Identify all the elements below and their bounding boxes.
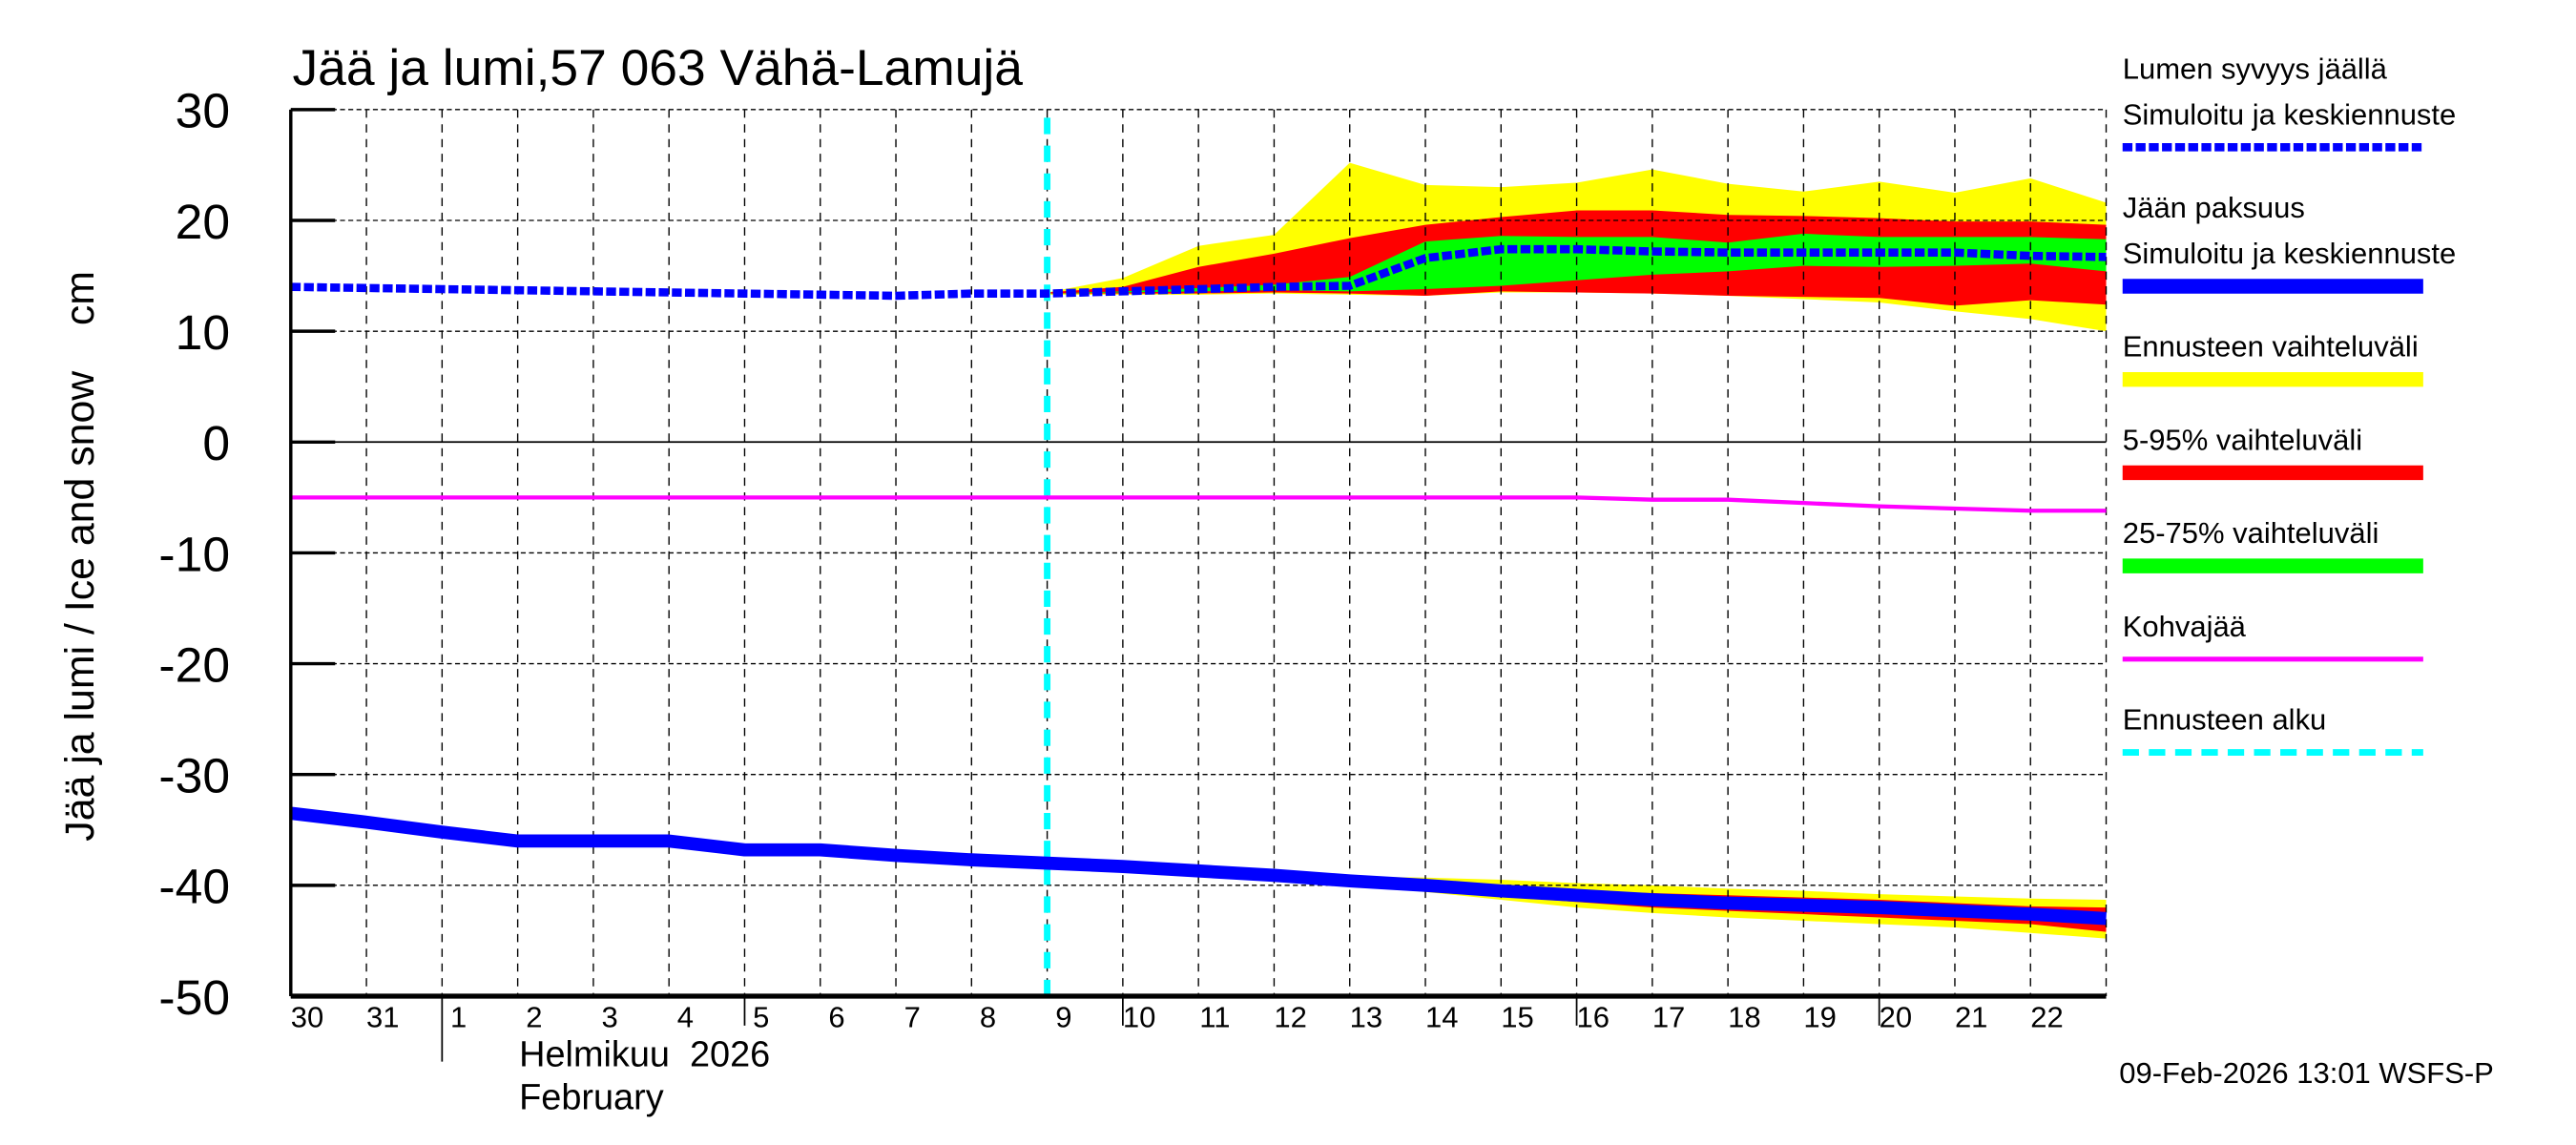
month-label-fi: Helmikuu 2026 <box>519 1035 770 1075</box>
x-tick-label: 9 <box>1055 1001 1071 1034</box>
legend-label: 5-95% vaihteluväli <box>2123 423 2362 456</box>
x-tick-label: 17 <box>1652 1001 1685 1034</box>
legend-label-2: Simuloitu ja keskiennuste <box>2123 97 2457 131</box>
y-axis-label: Jää ja lumi / Ice and snow cm <box>57 271 103 842</box>
legend-label-2: Simuloitu ja keskiennuste <box>2123 237 2457 270</box>
snow-depth-line <box>290 244 2107 301</box>
legend-label: Kohvajää <box>2123 610 2247 643</box>
legend-label: Lumen syvyys jäällä <box>2123 52 2388 85</box>
slush-ice-line <box>290 495 2107 513</box>
legend-label: Ennusteen vaihteluväli <box>2123 330 2419 364</box>
x-tick-label: 13 <box>1350 1001 1382 1034</box>
x-tick-label: 15 <box>1501 1001 1533 1034</box>
x-tick-label: 10 <box>1123 1001 1155 1034</box>
legend-label: Jään paksuus <box>2123 191 2305 224</box>
x-tick-label: 8 <box>980 1001 996 1034</box>
legend-label: Ennusteen alku <box>2123 703 2327 737</box>
x-tick-label: 20 <box>1880 1001 1912 1034</box>
grid <box>290 109 2108 996</box>
x-tick-label: 6 <box>828 1001 844 1034</box>
y-tick-label: -50 <box>158 969 230 1025</box>
x-tick-label: 1 <box>450 1001 467 1034</box>
y-tick-label: 0 <box>202 415 230 470</box>
x-tick-label: 30 <box>291 1001 323 1034</box>
ice-thickness-line <box>289 806 2107 926</box>
y-tick-label: 30 <box>176 83 230 138</box>
x-tick-label: 16 <box>1577 1001 1610 1034</box>
footer-timestamp: 09-Feb-2026 13:01 WSFS-P <box>2119 1056 2494 1090</box>
x-tick-label: 14 <box>1425 1001 1458 1034</box>
y-tick-label: 20 <box>176 194 230 249</box>
x-tick-label: 3 <box>602 1001 618 1034</box>
legend-label: 25-75% vaihteluväli <box>2123 516 2379 550</box>
x-tick-label: 5 <box>753 1001 769 1034</box>
x-tick-label: 2 <box>526 1001 542 1034</box>
legend: Lumen syvyys jäällä Simuloitu ja keskienn… <box>2123 52 2457 756</box>
y-tick-label: -10 <box>158 526 230 581</box>
y-tick-label: 10 <box>176 304 230 360</box>
x-tick-label: 7 <box>904 1001 921 1034</box>
chart-title: Jää ja lumi,57 063 Vähä-Lamujä <box>293 40 1024 96</box>
x-tick-label: 31 <box>366 1001 399 1034</box>
x-tick-label: 22 <box>2030 1001 2063 1034</box>
x-tick-label: 21 <box>1955 1001 1987 1034</box>
series-lines <box>289 117 2107 996</box>
x-tick-label: 4 <box>677 1001 694 1034</box>
y-tick-label: -40 <box>158 859 230 914</box>
y-tick-label: -20 <box>158 637 230 693</box>
x-tick-label: 12 <box>1274 1001 1306 1034</box>
month-label-en: February <box>519 1077 664 1117</box>
x-tick-label: 19 <box>1803 1001 1836 1034</box>
y-tick-label: -30 <box>158 748 230 803</box>
x-tick-label: 18 <box>1728 1001 1760 1034</box>
x-tick-label: 11 <box>1199 1001 1230 1034</box>
